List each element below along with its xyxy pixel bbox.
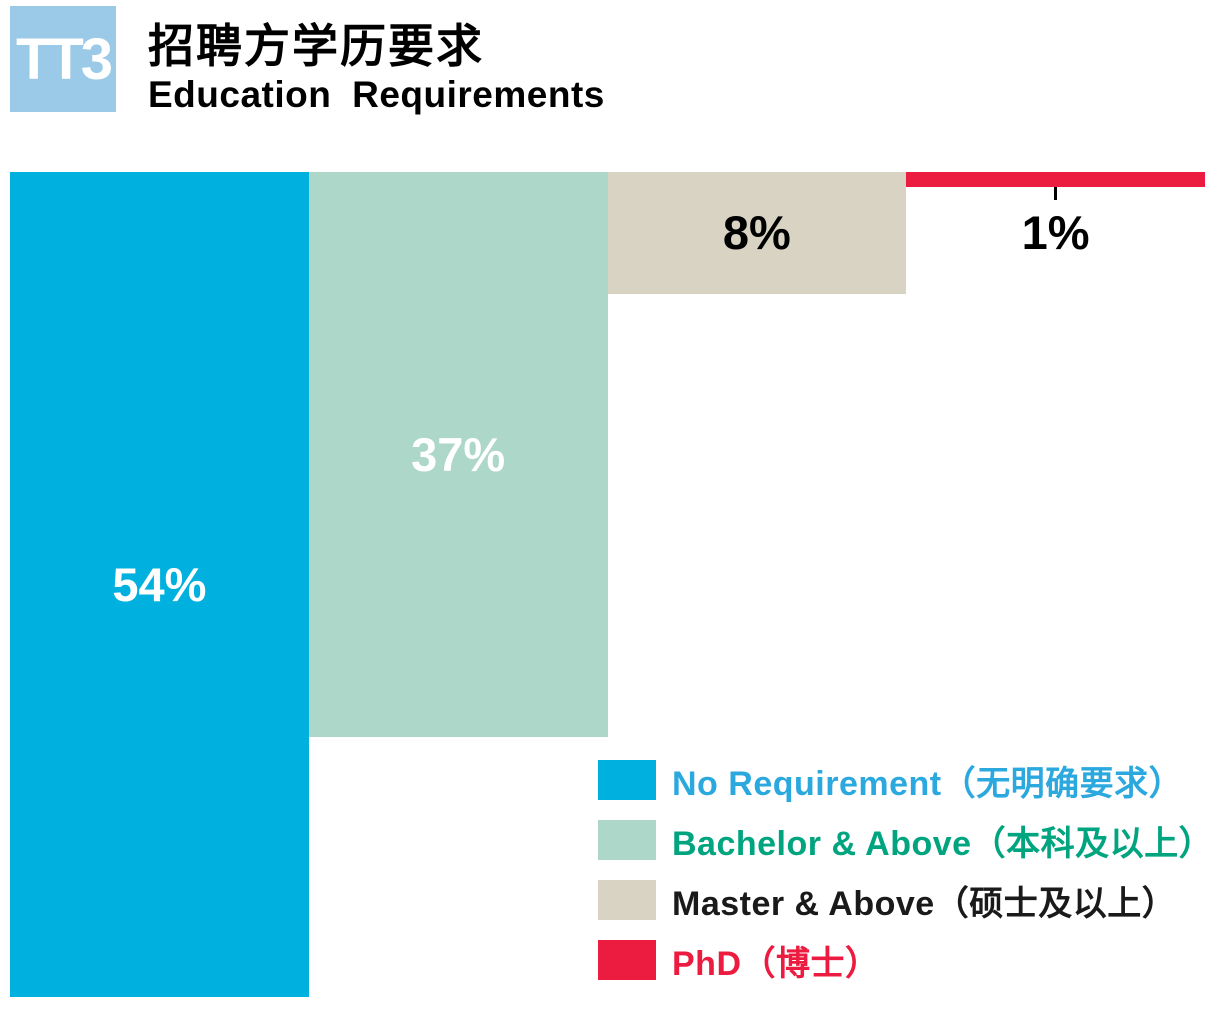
tick-mark bbox=[1054, 187, 1058, 201]
logo: TT3 bbox=[10, 6, 116, 112]
legend-label-master-and-above: Master & Above（硕士及以上） bbox=[672, 884, 1177, 923]
legend-swatch-no-requirement bbox=[598, 760, 656, 800]
legend-label-bachelor-and-above: Bachelor & Above（本科及以上） bbox=[672, 824, 1214, 863]
logo-text: TT3 bbox=[15, 26, 113, 92]
legend-swatch-phd bbox=[598, 940, 656, 980]
bar-bachelor-and-above bbox=[308, 172, 608, 738]
bar-phd bbox=[906, 172, 1205, 188]
legend-item-bachelor-and-above: Bachelor & Above（本科及以上） bbox=[598, 820, 1213, 863]
legend-label-no-requirement: No Requirement（无明确要求） bbox=[672, 764, 1184, 803]
page-subtitle: Education Requirements bbox=[148, 74, 605, 115]
legend-label-phd: PhD（博士） bbox=[672, 944, 880, 983]
bar-value-label-no-requirement: 54% bbox=[112, 557, 207, 611]
bar-value-label-bachelor-and-above: 37% bbox=[411, 427, 506, 481]
chart-legend: No Requirement（无明确要求） Bachelor & Above（本科… bbox=[598, 760, 1213, 1000]
legend-item-master-and-above: Master & Above（硕士及以上） bbox=[598, 880, 1213, 923]
legend-swatch-master-and-above bbox=[598, 880, 656, 920]
page-title: 招聘方学历要求 bbox=[148, 20, 484, 72]
legend-item-phd: PhD（博士） bbox=[598, 940, 1213, 983]
legend-swatch-bachelor-and-above bbox=[598, 820, 656, 860]
bar-no-requirement bbox=[10, 172, 309, 997]
legend-item-no-requirement: No Requirement（无明确要求） bbox=[598, 760, 1213, 803]
bar-value-label-phd: 1% bbox=[1021, 206, 1090, 260]
bar-master-and-above bbox=[607, 172, 907, 295]
bar-chart: 54% 37% 8% 1% bbox=[10, 172, 1205, 1014]
bar-value-label-master-and-above: 8% bbox=[722, 206, 791, 260]
